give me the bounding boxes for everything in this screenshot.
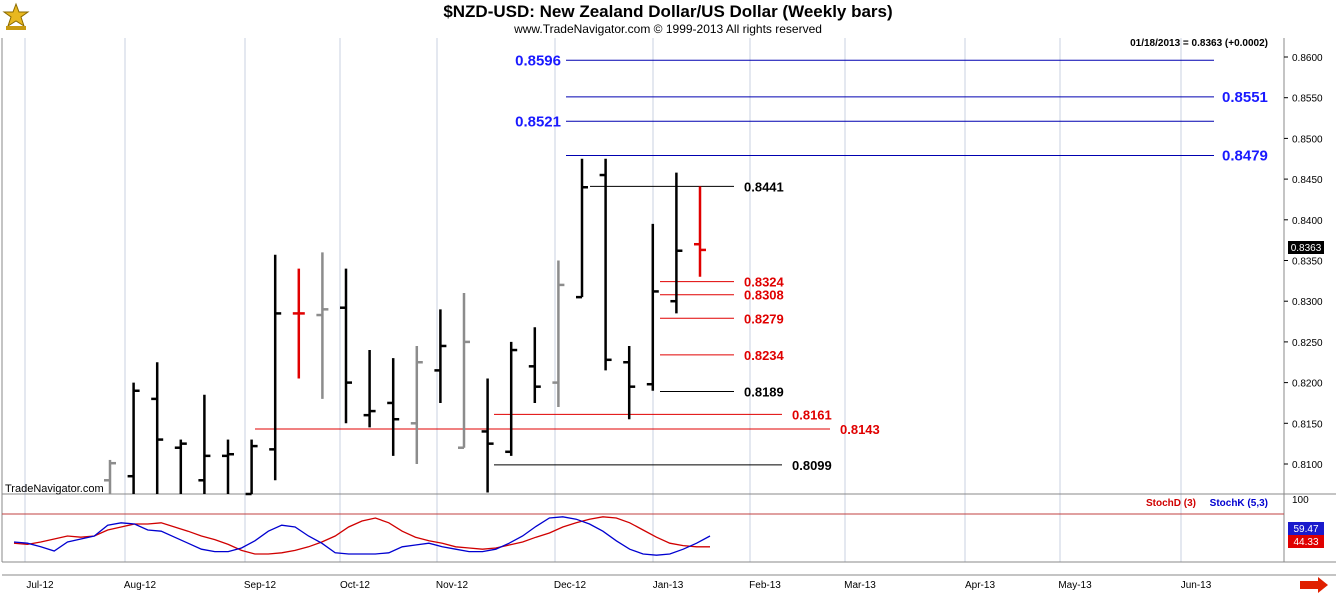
ohlc-bar [222, 439, 234, 494]
x-tick-label: Jun-13 [1181, 580, 1212, 591]
y-tick-label: 0.8400 [1292, 216, 1323, 227]
x-tick-label: Mar-13 [844, 580, 876, 591]
y-tick-label: 0.8150 [1292, 419, 1323, 430]
ohlc-bar [410, 345, 423, 464]
ohlc-bar [340, 268, 352, 424]
stochd-line [13, 516, 710, 555]
ohlc-bar [646, 223, 659, 391]
ohlc-bar [387, 358, 400, 456]
level-label: 0.8308 [744, 288, 784, 303]
stoch-upper-label: 100 [1292, 495, 1309, 506]
level-label: 0.8279 [744, 311, 784, 326]
x-tick-label: Oct-12 [340, 580, 370, 591]
level-label: 0.8551 [1222, 89, 1268, 106]
y-tick-label: 0.8500 [1292, 134, 1323, 145]
trading-logo-icon [2, 2, 30, 30]
ohlc-bar [174, 439, 187, 494]
x-tick-label: May-13 [1058, 580, 1092, 591]
ohlc-bar [694, 186, 706, 277]
ohlc-bar [528, 327, 541, 403]
y-tick-label: 0.8300 [1292, 297, 1323, 308]
last-price-box: 0.8363 [1288, 241, 1324, 254]
chart-title: $NZD-USD: New Zealand Dollar/US Dollar (… [443, 2, 893, 21]
x-tick-label: Apr-13 [965, 580, 995, 591]
ohlc-bar [198, 394, 211, 494]
watermark-text: TradeNavigator.com [5, 483, 104, 495]
last-price-label: 0.8363 [1291, 243, 1322, 254]
ohlc-bar [316, 252, 329, 399]
stochk-last: 59.47 [1293, 524, 1318, 535]
y-tick-label: 0.8200 [1292, 379, 1323, 390]
x-tick-label: Feb-13 [749, 580, 781, 591]
x-tick-label: Nov-12 [436, 580, 469, 591]
level-label: 0.8143 [840, 422, 880, 437]
y-tick-label: 0.8100 [1292, 460, 1323, 471]
y-tick-label: 0.8350 [1292, 257, 1323, 268]
ohlc-bar [151, 362, 164, 494]
ohlc-bar [104, 459, 116, 494]
stochd-legend: StochD (3) [1146, 498, 1196, 509]
ohlc-bar [363, 350, 376, 428]
stochk-line [13, 516, 711, 556]
level-label: 0.8189 [744, 385, 784, 400]
ohlc-bar [434, 309, 447, 403]
ohlc-bar [127, 382, 140, 494]
stochd-last: 44.33 [1293, 537, 1318, 548]
y-tick-label: 0.8600 [1292, 53, 1323, 64]
ohlc-bar [292, 268, 305, 379]
quote-readout: 01/18/2013 = 0.8363 (+0.0002) [1130, 38, 1268, 49]
ohlc-bar [599, 158, 612, 371]
right-arrow-icon[interactable] [1300, 577, 1328, 593]
level-label: 0.8099 [792, 458, 832, 473]
x-tick-label: Jul-12 [26, 580, 54, 591]
level-label: 0.8479 [1222, 147, 1268, 164]
ohlc-bar [623, 345, 636, 420]
ohlc-bar [576, 158, 588, 299]
x-tick-label: Sep-12 [244, 580, 277, 591]
y-tick-label: 0.8250 [1292, 338, 1323, 349]
ohlc-bar [269, 254, 282, 481]
level-label: 0.8324 [744, 275, 785, 290]
level-label: 0.8234 [744, 348, 785, 363]
ohlc-bar [670, 172, 683, 314]
ohlc-bar [245, 439, 258, 496]
ohlc-bar [552, 260, 565, 408]
level-label: 0.8161 [792, 407, 832, 422]
level-label: 0.8596 [515, 52, 561, 69]
ohlc-bar [481, 378, 494, 493]
level-label: 0.8441 [744, 179, 784, 194]
x-tick-label: Dec-12 [554, 580, 587, 591]
x-tick-label: Aug-12 [124, 580, 157, 591]
x-tick-label: Jan-13 [653, 580, 684, 591]
ohlc-bar [458, 293, 470, 449]
ohlc-bar [505, 341, 518, 456]
stochk-legend: StochK (5,3) [1210, 498, 1268, 509]
copyright-subtitle: www.TradeNavigator.com © 1999-2013 All r… [514, 22, 822, 36]
y-tick-label: 0.8550 [1292, 94, 1323, 105]
level-label: 0.8521 [515, 113, 561, 130]
y-tick-label: 0.8450 [1292, 175, 1323, 186]
